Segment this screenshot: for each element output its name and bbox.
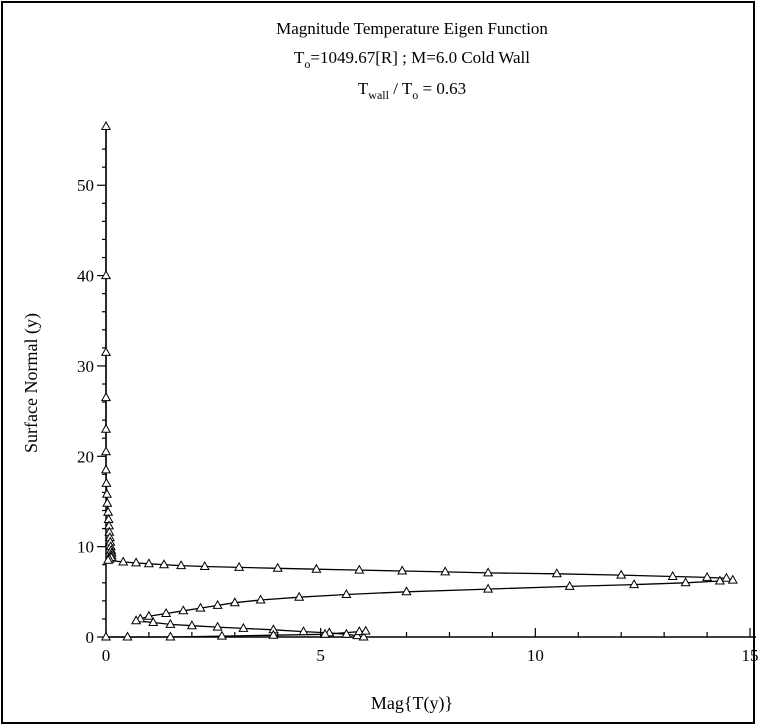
data-point xyxy=(319,628,331,638)
data-point xyxy=(401,586,412,596)
x-tick-label: 0 xyxy=(102,646,111,665)
title-text: T xyxy=(294,48,305,67)
title-line-2: To=1049.67[R] ; M=6.0 Cold Wall xyxy=(294,48,530,71)
title-text: =1049.67[R] ; M=6.0 Cold Wall xyxy=(310,48,530,67)
data-point xyxy=(212,599,223,609)
data-markers xyxy=(100,120,738,641)
data-point xyxy=(721,572,732,582)
data-point xyxy=(564,580,575,590)
data-point xyxy=(341,628,352,638)
data-point xyxy=(358,631,369,641)
y-tick-label: 40 xyxy=(77,267,94,286)
data-point xyxy=(100,270,112,280)
x-tick-label: 10 xyxy=(527,646,544,665)
title-line-3: Twall / To = 0.63 xyxy=(358,79,466,102)
data-point xyxy=(143,610,154,620)
y-tick-label: 20 xyxy=(77,447,94,466)
data-point xyxy=(100,392,112,402)
data-point xyxy=(102,497,113,507)
title-text: / T xyxy=(389,79,413,98)
data-point xyxy=(272,562,283,572)
data-point xyxy=(100,446,112,456)
data-point xyxy=(629,579,640,589)
data-point xyxy=(103,554,114,564)
data-point xyxy=(101,488,112,498)
data-point xyxy=(268,629,279,639)
data-point xyxy=(158,559,170,569)
data-point xyxy=(680,577,691,587)
data-point xyxy=(131,557,142,567)
data-point xyxy=(165,618,176,628)
title-subscript: wall xyxy=(368,88,389,102)
data-point xyxy=(100,423,112,433)
data-point xyxy=(186,620,197,630)
data-point xyxy=(354,626,365,636)
data-point xyxy=(100,120,112,130)
data-point xyxy=(551,568,562,578)
title-subscript: o xyxy=(304,57,310,71)
data-point xyxy=(216,630,227,640)
x-tick-label: 5 xyxy=(316,646,325,665)
data-point xyxy=(341,588,352,598)
data-point xyxy=(122,631,133,641)
series-2-line xyxy=(106,630,366,638)
axis-ticks: 0 5 10 15 0 10 20 30 40 50 xyxy=(77,148,758,665)
data-point xyxy=(354,564,365,574)
title-text: = 0.63 xyxy=(418,79,466,98)
data-point xyxy=(148,616,159,626)
data-point xyxy=(195,602,206,612)
data-point xyxy=(667,570,678,580)
data-point xyxy=(176,560,187,570)
data-point xyxy=(397,565,408,575)
data-point xyxy=(161,607,172,617)
x-tick-label: 15 xyxy=(742,646,758,665)
data-point xyxy=(238,622,249,632)
data-point xyxy=(483,583,494,593)
data-point xyxy=(143,558,154,568)
data-point xyxy=(229,597,240,607)
title-subscript: o xyxy=(412,88,418,102)
data-point xyxy=(294,591,305,601)
data-point xyxy=(100,631,112,641)
data-point xyxy=(178,605,189,615)
title-line-1: Magnitude Temperature Eigen Function xyxy=(276,19,548,38)
data-point xyxy=(234,561,245,571)
data-point xyxy=(100,346,112,356)
chart-title: Magnitude Temperature Eigen FunctionTo=1… xyxy=(276,19,548,102)
data-point xyxy=(100,464,112,474)
data-point xyxy=(131,615,142,625)
data-point xyxy=(101,477,112,487)
data-point xyxy=(103,506,114,516)
data-point xyxy=(165,631,176,641)
series-lines xyxy=(105,126,733,638)
y-tick-label: 50 xyxy=(77,176,94,195)
data-point xyxy=(440,566,451,576)
data-point xyxy=(118,556,129,566)
y-axis-label: Surface Normal (y) xyxy=(21,313,42,453)
x-axis-label: Mag{T(y)} xyxy=(371,693,453,714)
data-point xyxy=(727,574,738,584)
data-point xyxy=(212,621,223,631)
data-point xyxy=(311,563,322,573)
data-point xyxy=(255,594,266,604)
series-1-line xyxy=(105,126,733,638)
data-point xyxy=(616,569,627,579)
data-point xyxy=(360,625,371,635)
title-text: Magnitude Temperature Eigen Function xyxy=(276,19,548,38)
data-point xyxy=(199,560,210,570)
data-point xyxy=(483,567,494,577)
title-text: T xyxy=(358,79,369,98)
data-point xyxy=(298,626,309,636)
y-tick-label: 10 xyxy=(77,538,94,557)
data-point xyxy=(702,571,713,581)
y-tick-label: 30 xyxy=(77,357,94,376)
y-tick-label: 0 xyxy=(86,628,95,647)
data-point xyxy=(714,575,725,585)
